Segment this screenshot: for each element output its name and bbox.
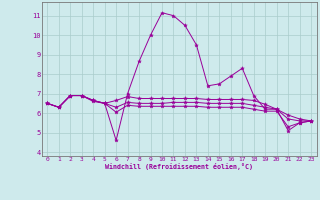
X-axis label: Windchill (Refroidissement éolien,°C): Windchill (Refroidissement éolien,°C) [105,163,253,170]
